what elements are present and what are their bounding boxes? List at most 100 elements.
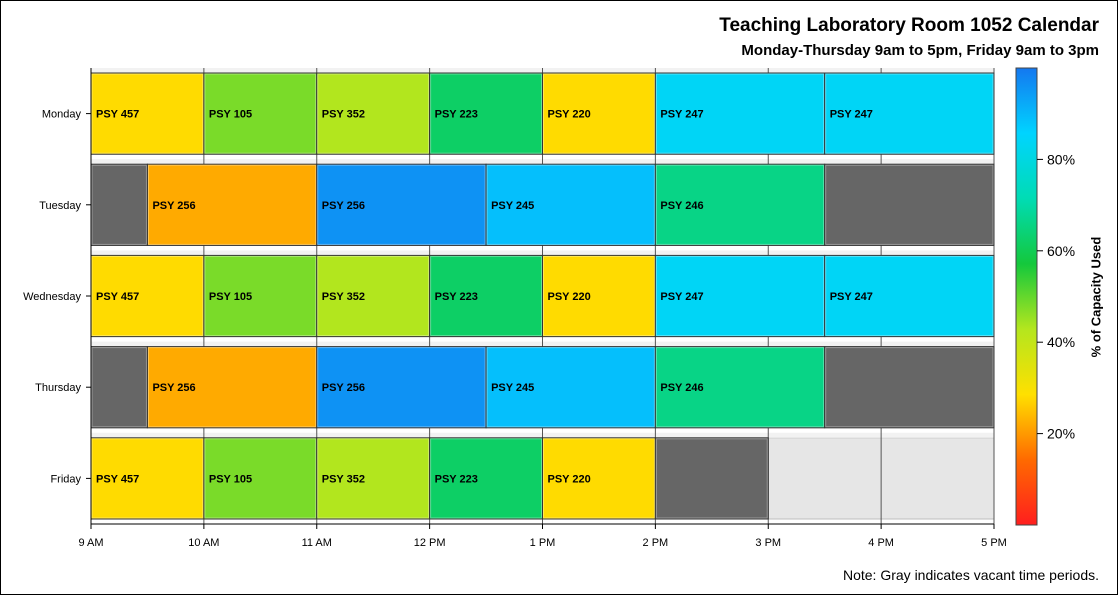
booking-label: PSY 457 [96, 473, 139, 485]
day-label: Wednesday [23, 291, 81, 303]
bar-highlight [655, 438, 768, 519]
bar-highlight [147, 347, 317, 428]
booking-bar [316, 346, 487, 429]
bar-highlight [91, 255, 204, 337]
booking-label: PSY 247 [660, 291, 703, 303]
colorbar-tick-label: 20% [1047, 426, 1075, 442]
booking-label: PSY 223 [435, 109, 478, 121]
booking-label: PSY 256 [322, 200, 365, 212]
vacant-bar [824, 346, 995, 429]
bar-highlight [655, 255, 825, 337]
vacant-bar [90, 346, 148, 429]
booking-bar [654, 254, 826, 338]
bar-highlight [204, 255, 317, 337]
bar-highlight [317, 438, 430, 519]
x-tick-label: 5 PM [981, 537, 1007, 549]
colorbar-tick-label: 40% [1047, 334, 1075, 350]
booking-label: PSY 105 [209, 473, 252, 485]
booking-bar [542, 254, 656, 338]
x-tick-label: 12 PM [414, 537, 446, 549]
x-tick-label: 3 PM [755, 537, 781, 549]
x-tick-label: 2 PM [643, 537, 669, 549]
bar-highlight [825, 73, 994, 154]
bar-highlight [430, 73, 542, 154]
booking-label: PSY 245 [491, 200, 534, 212]
bar-highlight [147, 164, 317, 245]
booking-bar [203, 72, 318, 155]
colorbar [1015, 67, 1038, 526]
bar-highlight [91, 164, 147, 245]
bar-highlight [91, 347, 147, 428]
booking-label: PSY 220 [548, 291, 591, 303]
booking-label: PSY 352 [322, 109, 365, 121]
booking-label: PSY 247 [830, 291, 873, 303]
booking-label: PSY 220 [548, 109, 591, 121]
booking-bar [485, 163, 656, 246]
x-tick-label: 9 AM [78, 537, 103, 549]
bar-highlight [204, 73, 317, 154]
bar-highlight [317, 73, 430, 154]
vacant-bar [90, 163, 148, 246]
booking-bar [824, 72, 995, 155]
bar-highlight [430, 255, 542, 337]
day-label: Thursday [35, 382, 81, 394]
booking-bar [203, 254, 318, 338]
bar-highlight [317, 164, 486, 245]
booking-bar [316, 437, 431, 520]
booking-label: PSY 352 [322, 291, 365, 303]
booking-label: PSY 223 [435, 473, 478, 485]
booking-bar [90, 254, 205, 338]
bar-highlight [486, 164, 655, 245]
booking-label: PSY 246 [660, 382, 703, 394]
booking-label: PSY 245 [491, 382, 534, 394]
booking-bar [824, 254, 995, 338]
booking-bar [542, 72, 656, 155]
bar-highlight [430, 438, 542, 519]
bar-highlight [204, 438, 317, 519]
booking-bar [316, 72, 431, 155]
colorbar-tick-label: 60% [1047, 243, 1075, 259]
bar-highlight [825, 347, 994, 428]
booking-label: PSY 247 [660, 109, 703, 121]
booking-label: PSY 457 [96, 109, 139, 121]
bar-highlight [655, 164, 825, 245]
booking-label: PSY 256 [152, 200, 195, 212]
colorbar-tick-label: 80% [1047, 151, 1075, 167]
booking-bar [654, 346, 826, 429]
booking-label: PSY 105 [209, 291, 252, 303]
booking-bar [654, 72, 826, 155]
booking-bar [316, 254, 431, 338]
bar-highlight [655, 73, 825, 154]
day-label: Monday [42, 109, 82, 121]
bar-highlight [91, 73, 204, 154]
booking-label: PSY 457 [96, 291, 139, 303]
x-tick-label: 1 PM [530, 537, 556, 549]
chart-title: Teaching Laboratory Room 1052 Calendar [719, 15, 1099, 36]
booking-label: PSY 256 [152, 382, 195, 394]
bar-highlight [317, 255, 430, 337]
booking-bar [485, 346, 656, 429]
booking-label: PSY 247 [830, 109, 873, 121]
x-tick-label: 11 AM [302, 537, 332, 549]
booking-label: PSY 246 [660, 200, 703, 212]
bar-highlight [543, 73, 655, 154]
day-label: Friday [50, 473, 81, 485]
booking-bar [429, 437, 543, 520]
day-label: Tuesday [39, 200, 81, 212]
bar-highlight [655, 347, 825, 428]
booking-bar [429, 254, 543, 338]
vacant-bar [654, 437, 769, 520]
booking-label: PSY 352 [322, 473, 365, 485]
booking-bar [90, 437, 205, 520]
booking-label: PSY 220 [548, 473, 591, 485]
booking-bar [542, 437, 656, 520]
x-tick-label: 10 AM [188, 537, 219, 549]
bar-highlight [825, 255, 994, 337]
chart-note: Note: Gray indicates vacant time periods… [842, 567, 1099, 583]
booking-bar [90, 72, 205, 155]
booking-bar [316, 163, 487, 246]
x-tick-label: 4 PM [868, 537, 894, 549]
booking-label: PSY 223 [435, 291, 478, 303]
